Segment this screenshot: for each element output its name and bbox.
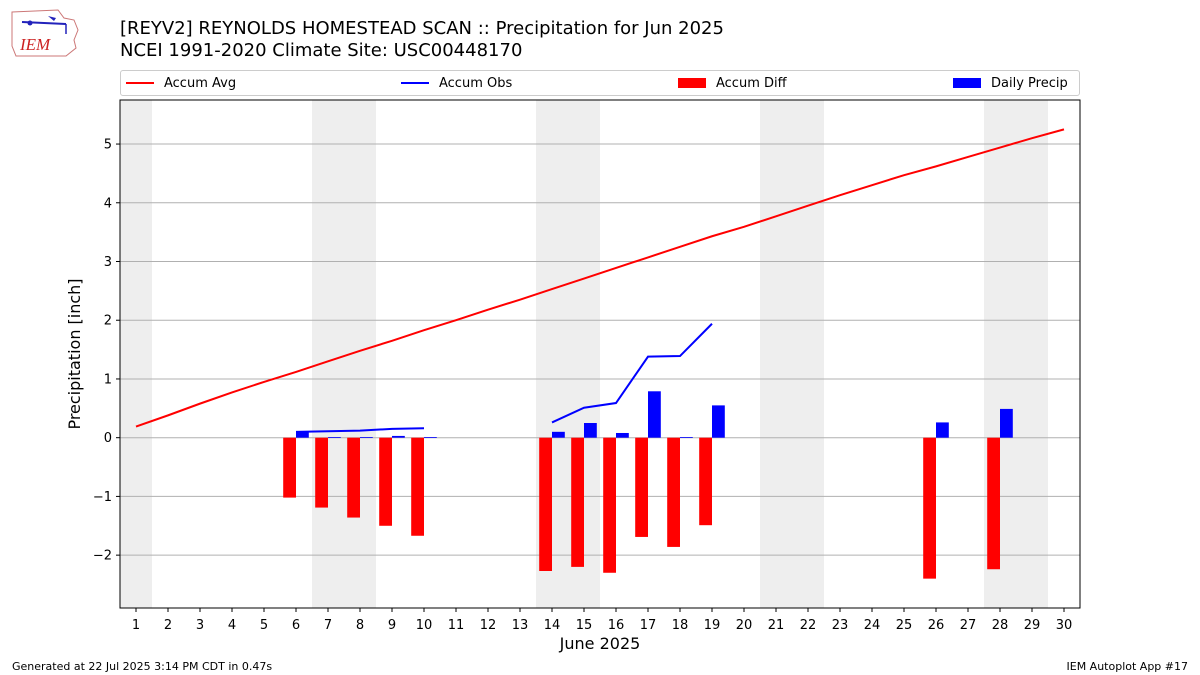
x-tick-label: 23 xyxy=(832,618,849,633)
plot-frame xyxy=(119,99,1081,609)
x-tick-label: 29 xyxy=(1024,618,1041,633)
y-tick-label: −1 xyxy=(93,490,112,505)
accum-diff-bar xyxy=(603,437,616,573)
x-tick-label: 17 xyxy=(640,618,657,633)
legend-label-daily-precip: Daily Precip xyxy=(991,75,1068,91)
legend-swatch-accum-avg xyxy=(126,82,154,84)
legend-item-accum-obs: Accum Obs xyxy=(401,71,512,95)
accum-diff-bar xyxy=(379,437,392,526)
x-tick-label: 11 xyxy=(448,618,465,633)
daily-precip-bar xyxy=(328,437,341,438)
legend-label-accum-diff: Accum Diff xyxy=(716,75,787,91)
y-tick-label: 4 xyxy=(104,196,112,211)
accum-diff-bar xyxy=(571,437,584,567)
y-tick-label: 3 xyxy=(104,255,112,270)
legend-item-accum-avg: Accum Avg xyxy=(126,71,236,95)
weekend-band xyxy=(760,100,824,608)
y-tick-label: 0 xyxy=(104,431,112,446)
x-tick-label: 26 xyxy=(928,618,945,633)
x-tick-label: 1 xyxy=(132,618,140,633)
legend-label-accum-avg: Accum Avg xyxy=(164,75,237,91)
x-tick-label: 19 xyxy=(704,618,721,633)
x-tick-label: 22 xyxy=(800,618,817,633)
accum-diff-bar xyxy=(411,437,424,536)
x-tick-label: 13 xyxy=(512,618,529,633)
accum-obs-line xyxy=(295,427,425,433)
x-tick-label: 21 xyxy=(768,618,785,633)
legend-swatch-daily-precip xyxy=(953,78,981,88)
daily-precip-bar xyxy=(584,423,597,438)
y-tick-label: −2 xyxy=(93,549,112,564)
x-tick-label: 15 xyxy=(576,618,593,633)
daily-precip-bar xyxy=(360,437,373,438)
weekend-band xyxy=(120,100,152,608)
daily-precip-bar xyxy=(680,437,693,438)
accum-diff-bar xyxy=(283,437,296,498)
x-tick-label: 28 xyxy=(992,618,1009,633)
accum-diff-bar xyxy=(635,437,648,537)
x-tick-label: 30 xyxy=(1056,618,1073,633)
chart-title: [REYV2] REYNOLDS HOMESTEAD SCAN :: Preci… xyxy=(120,18,724,39)
x-tick-label: 5 xyxy=(260,618,268,633)
accum-diff-bar xyxy=(315,437,328,508)
legend: Accum Avg Accum Obs Accum Diff Daily Pre… xyxy=(120,70,1080,96)
y-axis-label: Precipitation [inch] xyxy=(65,278,84,429)
accum-avg-line xyxy=(135,128,1065,428)
x-tick-label: 7 xyxy=(324,618,332,633)
daily-precip-bar xyxy=(616,432,629,438)
y-tick-label: 2 xyxy=(104,314,112,329)
legend-label-accum-obs: Accum Obs xyxy=(439,75,513,91)
x-tick-label: 4 xyxy=(228,618,236,633)
accum-diff-bar xyxy=(539,437,552,572)
weekend-band xyxy=(312,100,376,608)
legend-item-accum-diff: Accum Diff xyxy=(678,71,787,95)
y-tick-label: 1 xyxy=(104,372,112,387)
daily-precip-bar xyxy=(552,431,565,438)
y-tick-label: 5 xyxy=(104,138,112,153)
x-tick-label: 9 xyxy=(388,618,396,633)
accum-diff-bar xyxy=(923,437,936,579)
x-tick-label: 20 xyxy=(736,618,753,633)
daily-precip-bar xyxy=(1000,408,1013,438)
legend-swatch-accum-obs xyxy=(401,82,429,84)
daily-precip-bar xyxy=(424,437,437,438)
daily-precip-bar xyxy=(296,431,309,438)
daily-precip-bar xyxy=(392,435,405,438)
logo-text: IEM xyxy=(19,35,51,54)
x-tick-label: 14 xyxy=(544,618,561,633)
accum-diff-bar xyxy=(699,437,712,526)
accum-obs-line xyxy=(551,323,713,424)
generated-timestamp: Generated at 22 Jul 2025 3:14 PM CDT in … xyxy=(12,660,273,673)
accum-diff-bar xyxy=(347,437,360,518)
accum-diff-bar xyxy=(667,437,680,547)
iem-logo: IEM xyxy=(11,9,79,57)
x-tick-label: 3 xyxy=(196,618,204,633)
x-tick-label: 6 xyxy=(292,618,300,633)
daily-precip-bar xyxy=(648,391,661,438)
x-tick-label: 18 xyxy=(672,618,689,633)
x-tick-label: 24 xyxy=(864,618,881,633)
daily-precip-bar xyxy=(712,405,725,438)
legend-item-daily-precip: Daily Precip xyxy=(953,71,1068,95)
x-axis-label: June 2025 xyxy=(559,634,641,653)
accum-diff-bar xyxy=(987,437,1000,570)
chart-subtitle: NCEI 1991-2020 Climate Site: USC00448170 xyxy=(120,40,523,61)
app-credit: IEM Autoplot App #17 xyxy=(1066,660,1189,673)
x-tick-label: 2 xyxy=(164,618,172,633)
x-tick-label: 10 xyxy=(416,618,433,633)
x-tick-label: 8 xyxy=(356,618,364,633)
x-tick-label: 27 xyxy=(960,618,977,633)
daily-precip-bar xyxy=(936,422,949,438)
x-tick-label: 25 xyxy=(896,618,913,633)
x-tick-label: 16 xyxy=(608,618,625,633)
legend-swatch-accum-diff xyxy=(678,78,706,88)
x-tick-label: 12 xyxy=(480,618,497,633)
